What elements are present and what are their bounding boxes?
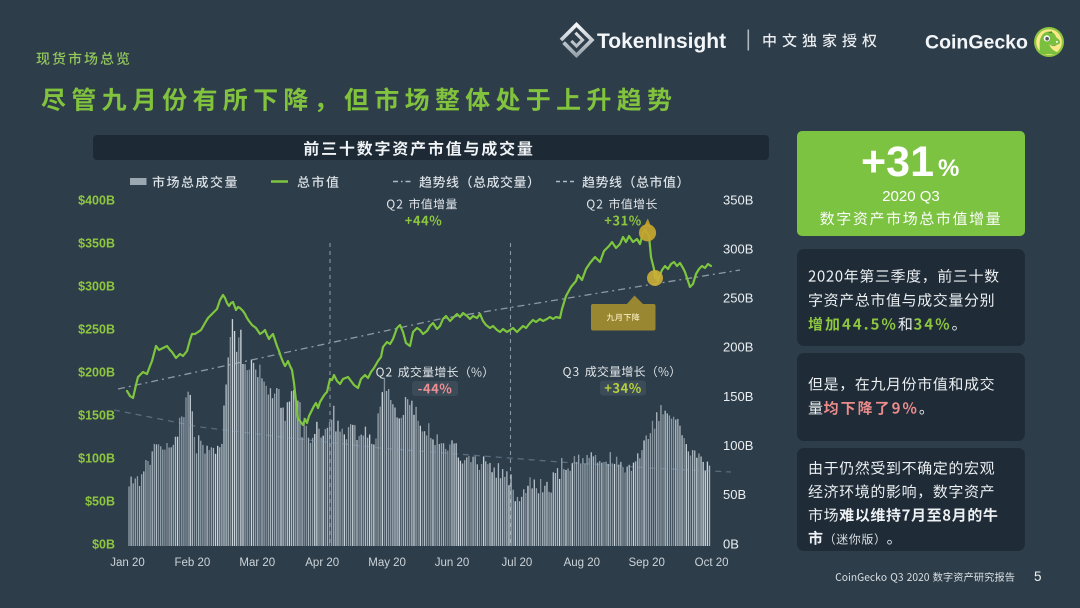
svg-text:$200B: $200B bbox=[78, 365, 115, 379]
svg-text:Oct 20: Oct 20 bbox=[695, 557, 729, 569]
svg-text:$100B: $100B bbox=[78, 451, 115, 465]
svg-text:%: % bbox=[938, 155, 959, 182]
svg-text:May 20: May 20 bbox=[368, 557, 406, 569]
svg-text:250B: 250B bbox=[723, 291, 753, 306]
svg-text:CoinGecko: CoinGecko bbox=[925, 32, 1028, 54]
svg-text:$250B: $250B bbox=[78, 322, 115, 336]
svg-text:2020 Q3: 2020 Q3 bbox=[882, 188, 940, 205]
svg-text:300B: 300B bbox=[723, 241, 753, 256]
svg-text:$150B: $150B bbox=[78, 408, 115, 422]
svg-text:Apr 20: Apr 20 bbox=[305, 557, 339, 569]
svg-text:+31: +31 bbox=[861, 138, 934, 186]
svg-text:$350B: $350B bbox=[78, 236, 115, 250]
svg-text:350B: 350B bbox=[723, 192, 753, 207]
svg-text:$400B: $400B bbox=[78, 193, 115, 207]
svg-text:5: 5 bbox=[1034, 569, 1042, 584]
svg-text:Sep 20: Sep 20 bbox=[628, 557, 664, 569]
svg-text:TokenInsight: TokenInsight bbox=[597, 30, 726, 53]
svg-text:0B: 0B bbox=[723, 536, 739, 551]
svg-text:200B: 200B bbox=[723, 340, 753, 355]
svg-text:$0B: $0B bbox=[92, 537, 115, 551]
svg-text:50B: 50B bbox=[723, 487, 746, 502]
svg-text:Jul 20: Jul 20 bbox=[502, 557, 533, 569]
svg-text:Aug 20: Aug 20 bbox=[564, 557, 600, 569]
svg-text:100B: 100B bbox=[723, 438, 753, 453]
svg-text:150B: 150B bbox=[723, 389, 753, 404]
svg-text:Feb 20: Feb 20 bbox=[174, 557, 210, 569]
svg-text:$50B: $50B bbox=[85, 494, 115, 508]
svg-text:Jun 20: Jun 20 bbox=[435, 557, 470, 569]
svg-text:$300B: $300B bbox=[78, 279, 115, 293]
svg-text:Jan 20: Jan 20 bbox=[110, 557, 145, 569]
svg-text:Mar 20: Mar 20 bbox=[239, 557, 275, 569]
